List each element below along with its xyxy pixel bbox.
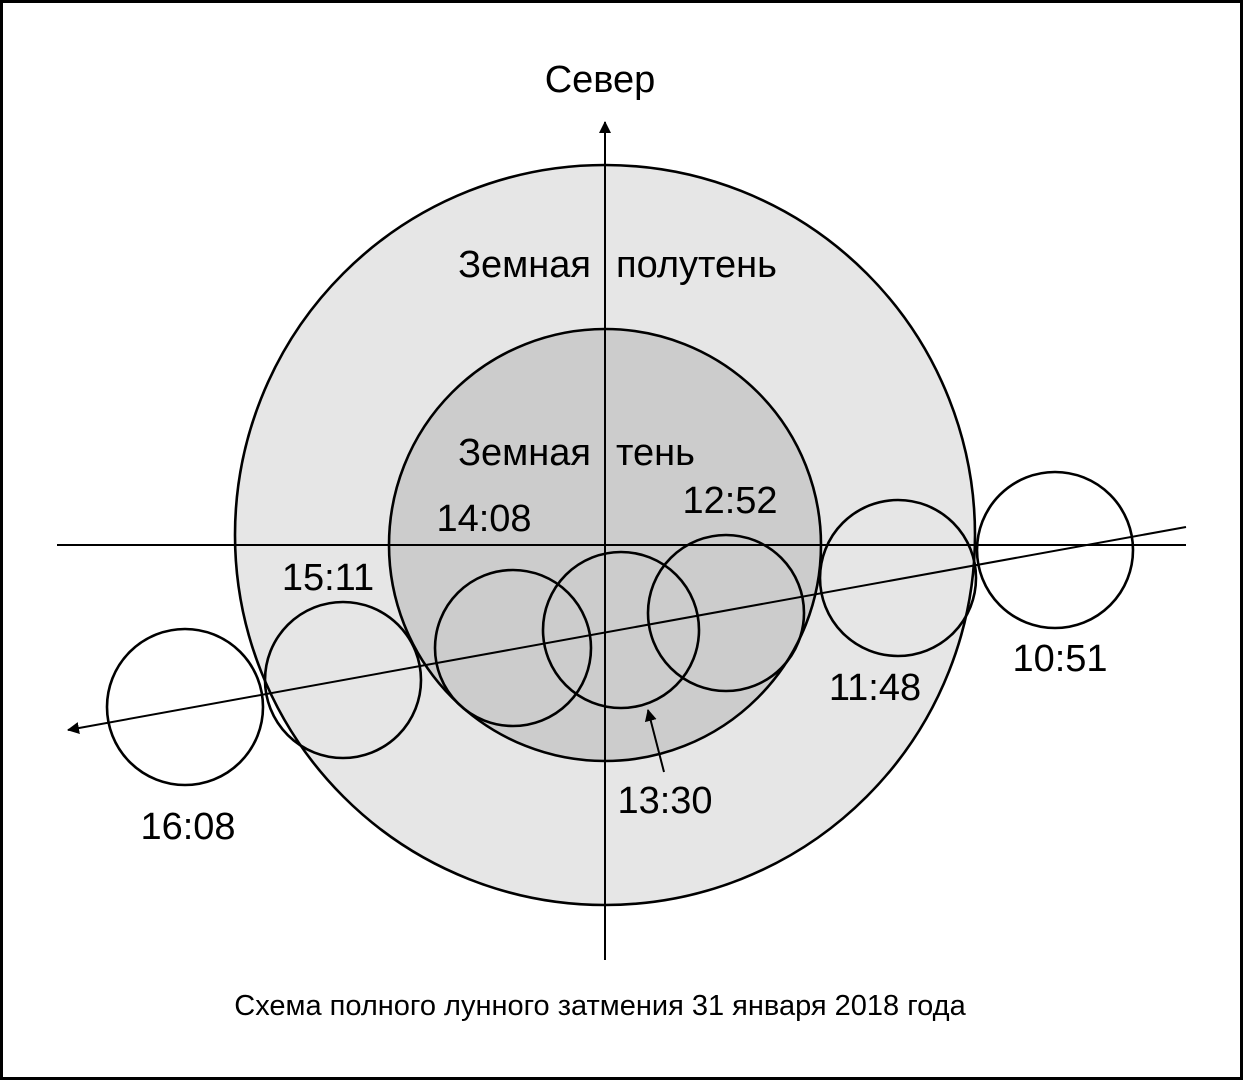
moon-path-arrow xyxy=(67,526,1187,734)
penumbra-label-right: полутень xyxy=(616,244,777,286)
moon-1252 xyxy=(646,533,806,693)
pointer-1330-arrow xyxy=(644,709,665,773)
time-label-1511: 15:11 xyxy=(282,557,374,599)
moon-1330 xyxy=(541,550,701,710)
time-label-1051: 10:51 xyxy=(1012,638,1107,680)
moon-1148 xyxy=(818,498,978,658)
time-label-1148: 11:48 xyxy=(829,667,921,709)
time-label-1408: 14:08 xyxy=(436,498,531,540)
moon-1608 xyxy=(105,627,265,787)
umbra-label-left: Земная xyxy=(458,432,591,474)
north-label: Север xyxy=(545,59,656,101)
diagram-caption: Схема полного лунного затмения 31 января… xyxy=(234,990,966,1022)
time-label-1608: 16:08 xyxy=(140,806,235,848)
moon-1051 xyxy=(975,470,1135,630)
moon-1408 xyxy=(433,568,593,728)
time-label-1252: 12:52 xyxy=(682,480,777,522)
time-label-1330: 13:30 xyxy=(617,780,712,822)
penumbra-label-left: Земная xyxy=(458,244,591,286)
moon-1511 xyxy=(263,600,423,760)
umbra-label-right: тень xyxy=(616,432,695,474)
